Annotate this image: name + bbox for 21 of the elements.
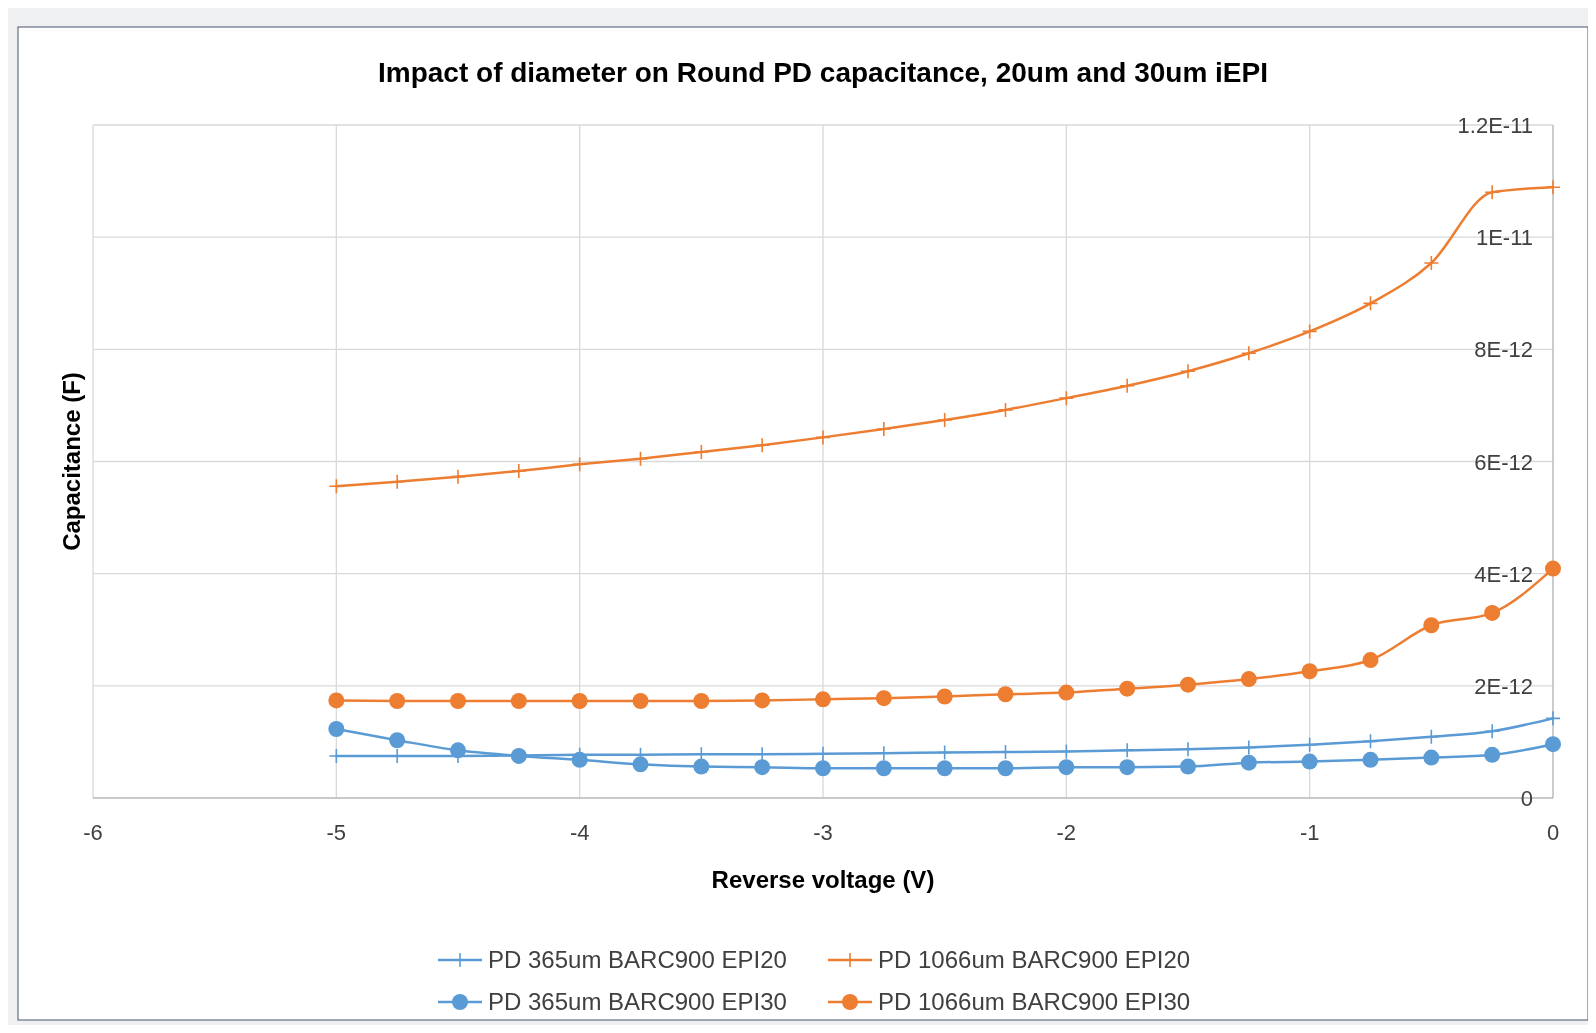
y-tick-label: 2E-12	[1474, 673, 1533, 699]
y-axis-title: Capacitance (F)	[58, 372, 85, 551]
legend-label: PD 1066um BARC900 EPI30	[878, 988, 1191, 1015]
y-tick-label: 6E-12	[1474, 449, 1533, 475]
y-tick-label: 1E-11	[1475, 225, 1533, 251]
legend-label: PD 1066um BARC900 EPI20	[878, 946, 1191, 973]
legend-label: PD 365um BARC900 EPI30	[488, 988, 787, 1015]
chart-title: Impact of diameter on Round PD capacitance, 20um and 30um iEPI	[378, 57, 1268, 88]
y-tick-label: 4E-12	[1474, 561, 1533, 587]
x-tick-label: -6	[83, 820, 103, 845]
legend-label: PD 365um BARC900 EPI20	[488, 946, 787, 973]
x-tick-label: -5	[326, 820, 347, 845]
x-tick-label: 0	[1546, 820, 1560, 845]
x-tick-label: -3	[813, 820, 833, 845]
y-tick-label: 0	[1520, 786, 1533, 811]
x-tick-label: -2	[1056, 820, 1077, 845]
x-tick-label: -4	[569, 820, 590, 845]
x-axis-title: Reverse voltage (V)	[711, 866, 935, 893]
y-tick-label: 1.2E-11	[1457, 113, 1533, 138]
x-tick-label: -1	[1299, 820, 1320, 845]
y-tick-label: 8E-12	[1474, 337, 1533, 363]
